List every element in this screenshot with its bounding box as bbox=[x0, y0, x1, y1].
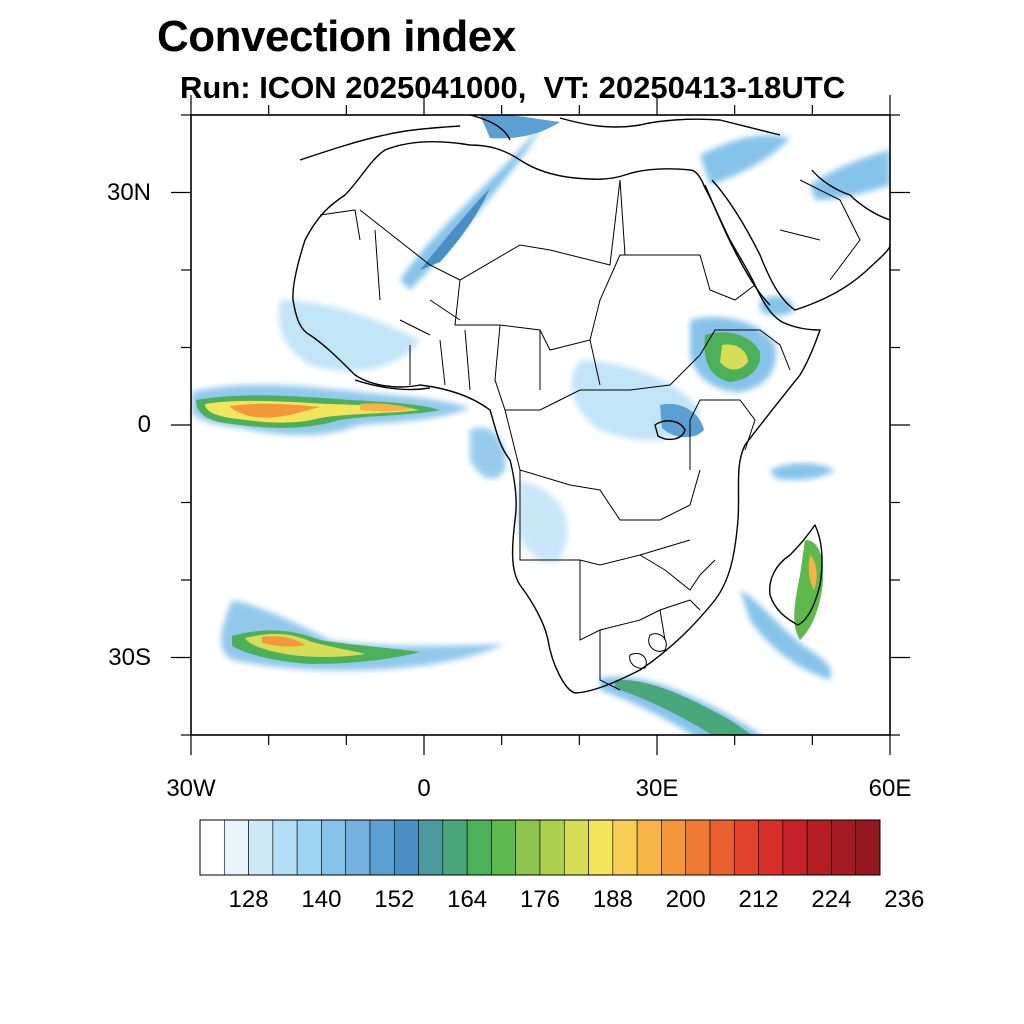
colorbar-label: 188 bbox=[592, 886, 633, 913]
europe-coast bbox=[299, 115, 781, 161]
colorbar-label: 224 bbox=[811, 886, 852, 913]
colorbar-label: 176 bbox=[519, 886, 561, 913]
lat-tick-label: 0 bbox=[137, 411, 151, 438]
lat-tick-label: 30S bbox=[108, 643, 151, 671]
africa-coastline bbox=[292, 141, 821, 694]
lon-tick-label: 60E bbox=[868, 775, 912, 802]
colorbar-label: 200 bbox=[665, 886, 706, 913]
country-borders bbox=[319, 179, 861, 691]
colorbar-label: 152 bbox=[374, 886, 415, 913]
lat-tick-label: 30N bbox=[106, 178, 151, 206]
colorbar-label: 140 bbox=[301, 886, 342, 913]
lake-victoria bbox=[654, 420, 686, 441]
gulf-of-guinea bbox=[354, 379, 431, 391]
red-sea bbox=[704, 184, 771, 306]
map-title: Convection index bbox=[157, 12, 516, 61]
convection-field bbox=[192, 115, 890, 735]
coastlines bbox=[292, 115, 890, 694]
arabia-coastline bbox=[711, 169, 890, 311]
colorbar-label: 164 bbox=[447, 886, 488, 913]
lon-tick-label: 30W bbox=[166, 775, 216, 802]
colorbar-label: 212 bbox=[738, 886, 779, 913]
madagascar-convection bbox=[794, 540, 824, 640]
axis-ticks bbox=[171, 95, 910, 755]
lon-tick-label: 0 bbox=[417, 775, 431, 802]
lon-tick-label: 30E bbox=[635, 775, 679, 802]
map-subtitle: Run: ICON 2025041000, VT: 20250413-18UTC bbox=[180, 70, 846, 105]
colorbar-label: 128 bbox=[228, 886, 269, 913]
sahara-streak bbox=[400, 120, 545, 290]
madagascar-coastline bbox=[768, 524, 823, 626]
colorbar-label: 236 bbox=[884, 886, 925, 913]
